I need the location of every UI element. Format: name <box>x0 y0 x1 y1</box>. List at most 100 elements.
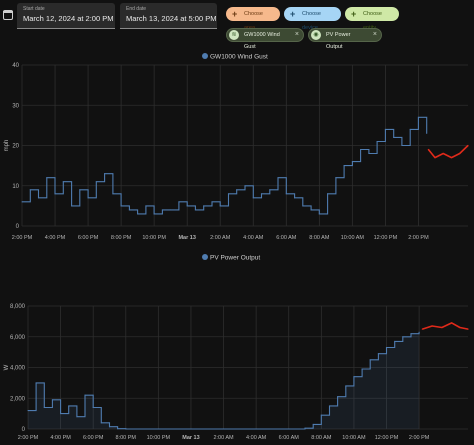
series-point <box>128 209 130 211</box>
series-point <box>76 416 78 418</box>
calendar-icon[interactable] <box>2 10 13 20</box>
series-point <box>417 116 419 118</box>
x-tick-label: Mar 13 <box>178 235 195 241</box>
series-point <box>394 340 396 342</box>
x-tick-label: 10:00 PM <box>147 435 171 441</box>
series-point <box>337 396 339 398</box>
series-point <box>108 426 110 428</box>
series-point <box>38 197 40 199</box>
x-tick-label: 8:00 PM <box>111 235 132 241</box>
series-point <box>288 428 290 430</box>
choose-device-button[interactable]: + Choose device <box>284 7 341 31</box>
series-point <box>351 161 353 163</box>
choose-device-label: Choose device <box>302 11 321 31</box>
series-point <box>360 149 362 151</box>
series-point <box>310 209 312 211</box>
series-point <box>137 213 139 215</box>
series-point <box>252 197 254 199</box>
series-point <box>100 422 102 424</box>
series-point <box>87 197 89 199</box>
series-point <box>269 189 271 191</box>
legend-label: GW1000 Wind Gust <box>210 54 268 61</box>
series-point <box>153 213 155 215</box>
series-point <box>223 428 225 430</box>
plus-icon: + <box>232 9 238 19</box>
series-point <box>343 165 345 167</box>
series-point <box>285 193 287 195</box>
end-date-field[interactable]: End date March 13, 2024 at 5:00 PM <box>120 3 217 29</box>
series-point <box>21 201 23 203</box>
series-point <box>277 177 279 179</box>
forecast-point <box>459 326 461 329</box>
x-tick-label: 10:00 PM <box>142 235 166 241</box>
series-point <box>377 353 379 355</box>
start-date-field[interactable]: Start date March 12, 2024 at 2:00 PM <box>17 3 115 29</box>
y-tick-label: 4,000 <box>10 366 26 372</box>
series-point <box>328 405 330 407</box>
close-icon[interactable]: × <box>372 31 377 38</box>
series-point <box>353 376 355 378</box>
choose-area-button[interactable]: + Choose area <box>226 7 280 31</box>
series-point <box>410 333 412 335</box>
x-tick-label: 6:00 PM <box>78 235 99 241</box>
series-point <box>211 201 213 203</box>
x-tick-label: 2:00 PM <box>12 235 33 241</box>
series-point <box>35 382 37 384</box>
series-point <box>95 181 97 183</box>
y-tick-label: 10 <box>12 184 19 190</box>
solar-power-icon: ◉ <box>311 30 321 40</box>
x-tick-label: 2:00 PM <box>408 235 429 241</box>
x-tick-label: 4:00 AM <box>243 235 264 241</box>
series-point <box>369 359 371 361</box>
start-date-value: March 12, 2024 at 2:00 PM <box>23 14 114 23</box>
series-point <box>29 189 31 191</box>
forecast-point <box>441 326 443 329</box>
x-tick-label: 4:00 PM <box>45 235 66 241</box>
y-tick-label: 20 <box>12 144 19 150</box>
forecast-point <box>434 156 436 159</box>
legend-marker <box>202 254 208 260</box>
x-tick-label: 10:00 AM <box>342 435 366 441</box>
series-point <box>190 428 192 430</box>
pv-power-chart: PV Power Output 0 2,000 4,000 6,000 8,000 2:00… <box>4 254 469 441</box>
forecast-line <box>427 144 469 159</box>
x-tick-label: 8:00 PM <box>116 435 137 441</box>
series-point <box>51 399 53 401</box>
series-point <box>194 209 196 211</box>
plus-icon: + <box>351 9 357 19</box>
series-point <box>84 394 86 396</box>
choose-entity-button[interactable]: + Choose entity <box>345 7 399 31</box>
series-point <box>104 173 106 175</box>
y-tick-label: 40 <box>12 63 19 69</box>
series-point <box>418 331 420 333</box>
series-point <box>236 189 238 191</box>
series-point <box>393 136 395 138</box>
series-point <box>62 181 64 183</box>
series-point <box>376 140 378 142</box>
series-point <box>227 193 229 195</box>
series-point <box>60 413 62 415</box>
entity-chip-wind-gust[interactable]: ≋ GW1000 Wind Gust × <box>226 28 304 50</box>
series-point <box>112 193 114 195</box>
series-point <box>125 428 127 430</box>
series-point <box>401 145 403 146</box>
series-point <box>219 205 221 207</box>
x-tick-label: 4:00 PM <box>50 435 71 441</box>
series-point <box>386 347 388 349</box>
series-point <box>255 428 257 430</box>
forecast-point <box>467 144 469 147</box>
close-icon[interactable]: × <box>294 31 299 38</box>
forecast-point <box>431 325 433 327</box>
series-point <box>361 368 363 370</box>
entity-chip-pv-power[interactable]: ◉ PV Power Output × <box>308 28 382 50</box>
series-point <box>244 185 246 187</box>
weather-windy-icon: ≋ <box>229 30 239 40</box>
series-point <box>384 128 386 130</box>
y-tick-label: 30 <box>12 103 19 109</box>
series-point <box>294 197 296 199</box>
forecast-line <box>422 322 469 330</box>
series-point <box>178 201 180 203</box>
forecast-point <box>427 148 429 151</box>
x-tick-label: 2:00 AM <box>213 435 234 441</box>
x-tick-label: 12:00 PM <box>375 435 399 441</box>
